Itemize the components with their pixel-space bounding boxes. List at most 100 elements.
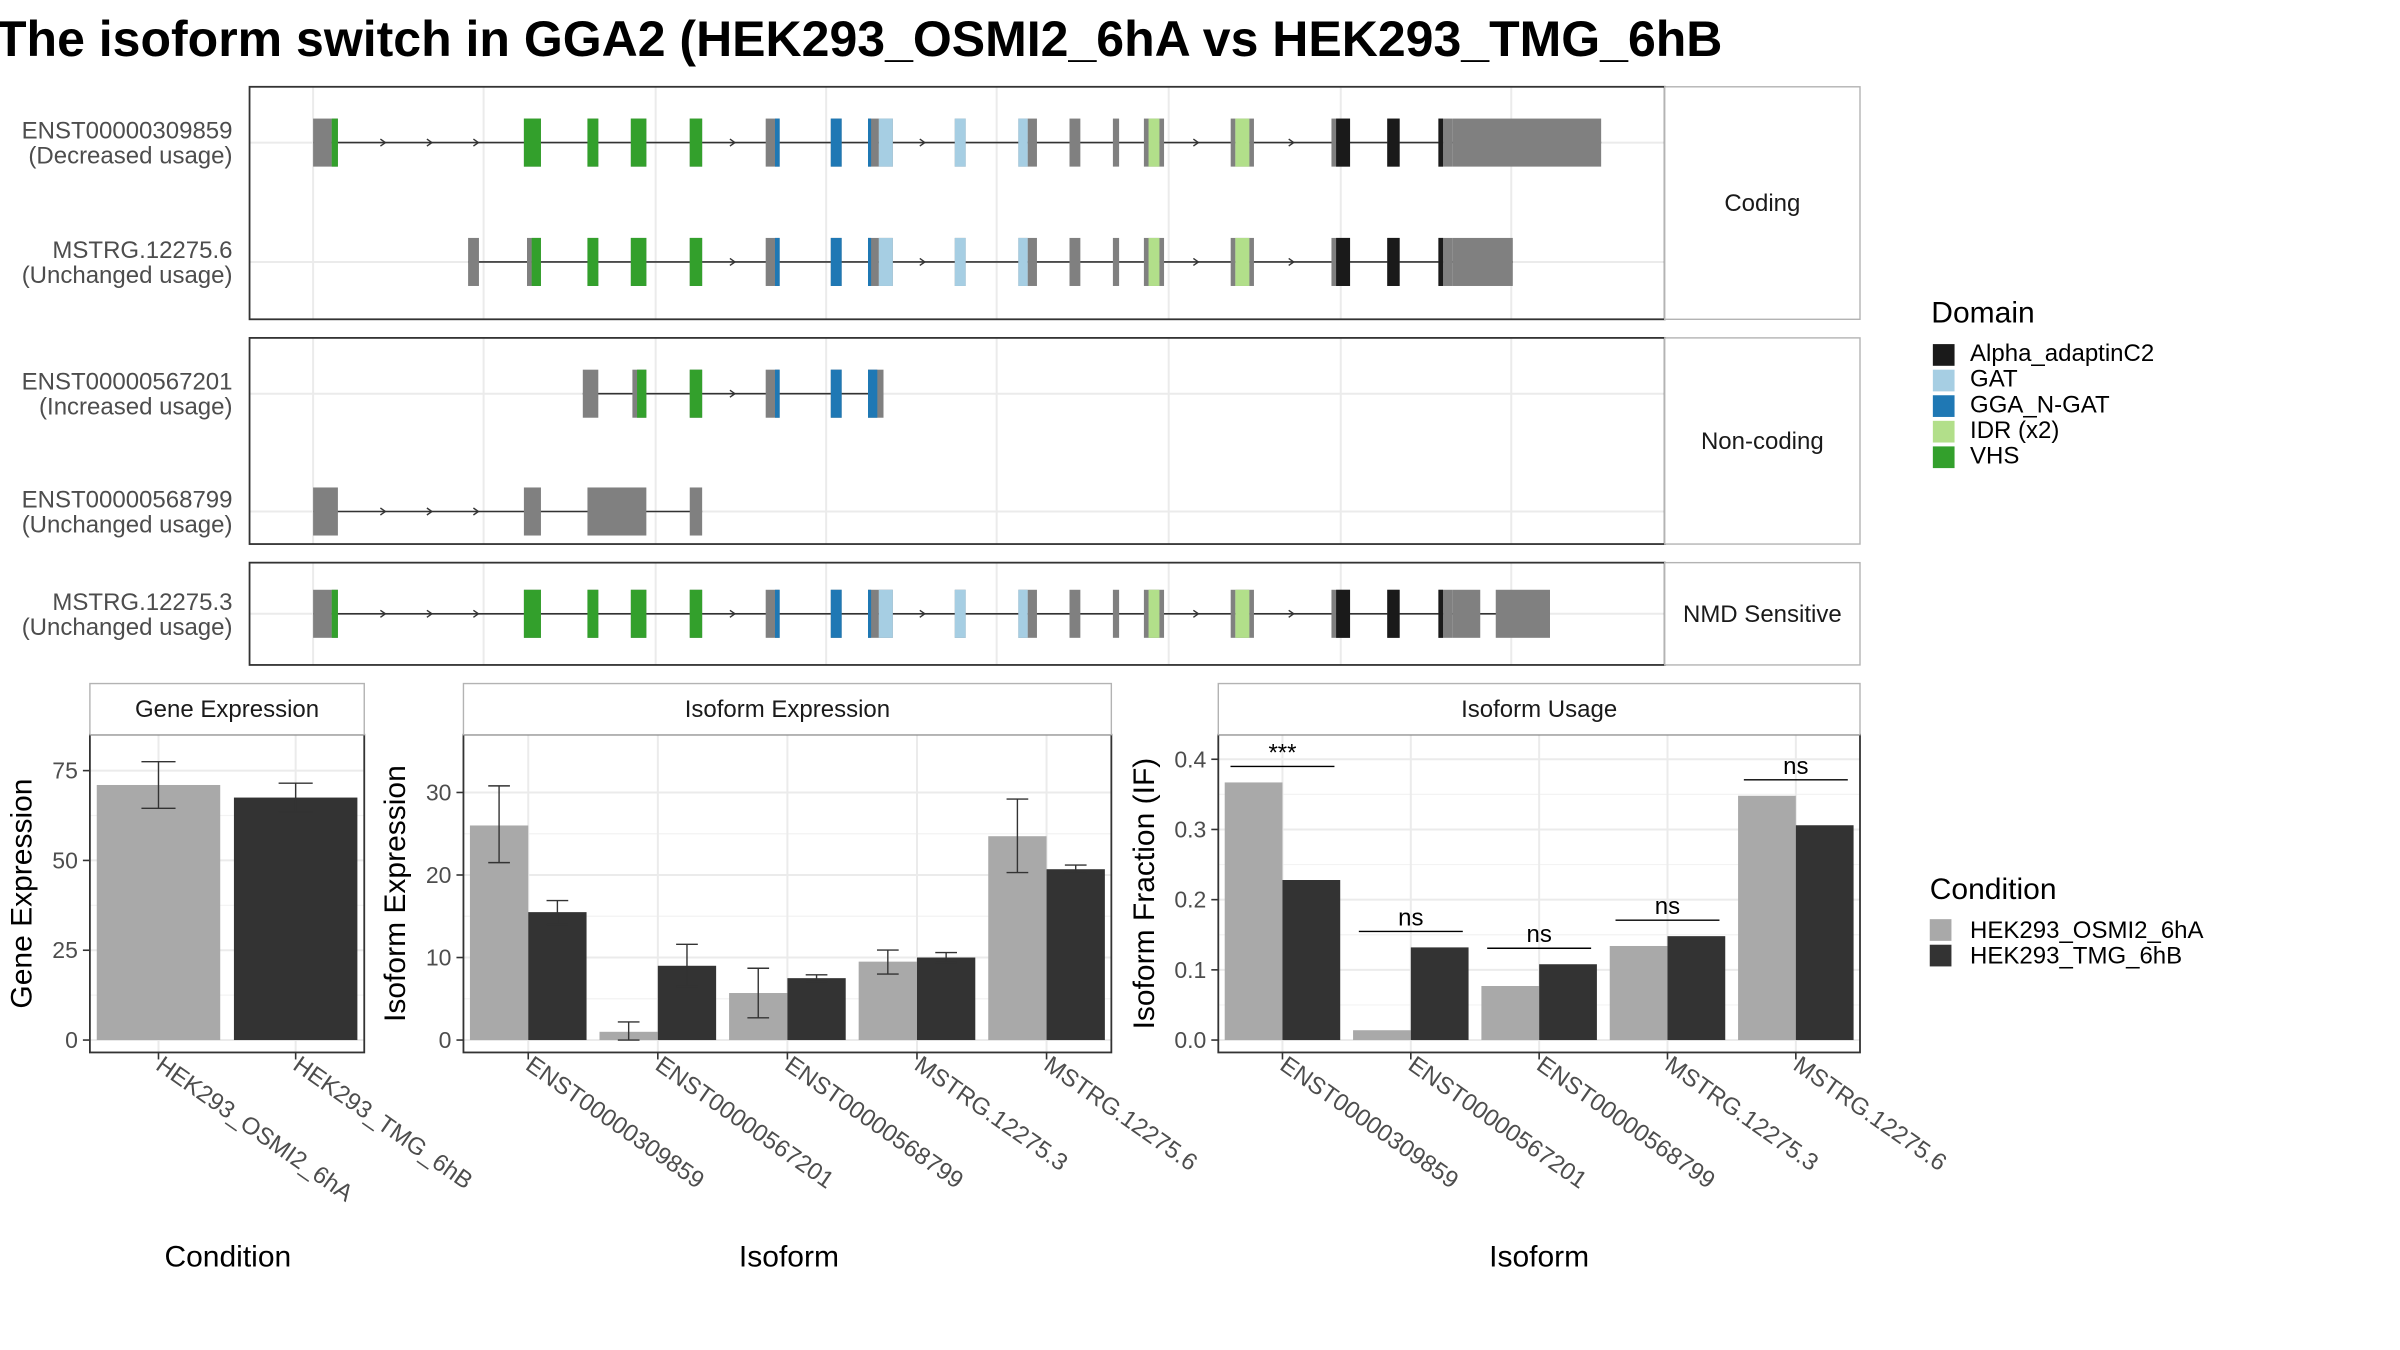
transcript-id: ENST00000568799 [22,487,233,514]
exon [868,589,879,638]
y-tick-label: 0.1 [1174,957,1206,983]
exon [1159,118,1165,167]
intron-arrow [426,507,434,516]
y-tick-label: 0.0 [1174,1027,1206,1053]
domain-gga-n-gat [775,369,780,418]
legend-key [1932,420,1955,443]
domain-alpha-adaptinc2 [1387,118,1400,167]
significance-label: ns [1526,921,1551,948]
intron-arrow [472,609,480,618]
domain-vhs [630,589,647,638]
facet-strip [1663,561,1861,666]
transcript-track: ENST00000309859(Decreased usage) [22,118,1602,170]
intron-arrow [1192,609,1200,618]
transcript-track: ENST00000567201(Increased usage) [22,369,884,421]
domain-gga-n-gat [830,369,842,418]
transcript-track: MSTRG.12275.6(Unchanged usage) [22,237,1513,289]
exon [1112,118,1120,167]
domain-gga-n-gat [830,589,842,638]
intron-arrow [729,138,737,147]
exon [1027,589,1037,638]
exon [1159,589,1165,638]
intron-arrow [729,389,737,398]
domain-idr-x2- [1235,589,1250,638]
exon [313,118,332,167]
exon [1069,589,1081,638]
intron-arrow [379,609,387,618]
domain-gat [1018,589,1028,638]
structure-panel-nmd-sensitive: MSTRG.12275.3(Unchanged usage) NMD Sensit… [22,561,1861,666]
domain-vhs [523,118,541,167]
chart-gene-expression: Gene Expression0255075HEK293_OSMI2_6hAHE… [6,682,477,1273]
significance-label: ns [1655,893,1680,920]
exon [468,237,479,286]
domain-gat [1018,118,1028,167]
legend-label: GAT [1970,366,2018,393]
exon [1143,237,1149,286]
domain-gga-n-gat [868,369,878,418]
exon [1027,118,1037,167]
domain-gat [954,237,966,286]
y-tick-label: 0.4 [1174,746,1206,772]
exon [1452,589,1481,638]
significance-label: ns [1398,904,1423,931]
domain-gat [878,237,893,286]
exon [1112,589,1120,638]
domain-gga-n-gat [868,118,872,167]
intron-arrow [472,138,480,147]
exon [1331,237,1337,286]
domain-gat [878,118,893,167]
transcript-usage: (Unchanged usage) [22,262,233,289]
exon [868,118,879,167]
x-axis-title: Condition [164,1240,291,1273]
exon [1143,118,1149,167]
exon [582,369,599,418]
domain-vhs [630,118,647,167]
y-tick-label: 20 [426,862,452,888]
exon [1495,589,1550,638]
structure-panel-border [248,336,1666,545]
domain-gga-n-gat [830,237,842,286]
structure-panel-coding: ENST00000309859(Decreased usage) MSTRG.12… [22,85,1861,321]
domain-alpha-adaptinc2 [1438,589,1444,638]
structure-plot: ENST00000309859(Decreased usage) MSTRG.12… [22,85,1861,666]
transcript-track: ENST00000568799(Unchanged usage) [22,487,703,539]
bar [1539,964,1597,1041]
y-tick-label: 30 [426,779,452,805]
exon [1230,118,1236,167]
chart-strip [1217,682,1861,736]
chart-title: Isoform Expression [685,696,890,723]
bar [1410,947,1469,1041]
facet-strip-label: NMD Sensitive [1683,601,1842,628]
facet-strip [1663,337,1861,545]
domain-vhs [689,118,703,167]
bar [1609,945,1668,1041]
transcript-usage: (Unchanged usage) [22,614,233,641]
y-axis-title: Isoform Expression [379,765,412,1022]
y-tick-label: 0 [65,1027,78,1053]
transcript-id: MSTRG.12275.6 [52,237,232,264]
chart-strip [462,682,1113,736]
bar [233,797,358,1041]
bars [96,760,358,1041]
chart-strip [89,682,365,736]
transcript-usage: (Decreased usage) [28,143,232,170]
transcript-id: ENST00000309859 [22,118,233,145]
domain-vhs [531,237,541,286]
chart-title: Isoform Usage [1461,696,1617,723]
exon [1331,118,1337,167]
domain-idr-x2- [1148,118,1160,167]
transcript-id: ENST00000567201 [22,369,233,396]
significance-label: ns [1783,753,1808,780]
domain-gat [878,589,893,638]
domain-idr-x2- [1148,237,1160,286]
intron-arrow [919,138,927,147]
bar [1224,782,1283,1041]
exon [587,487,647,536]
exon [1452,237,1513,286]
y-tick-label: 50 [52,847,78,873]
domain-idr-x2- [1235,118,1250,167]
domain-alpha-adaptinc2 [1336,237,1351,286]
legend-label: GGA_N-GAT [1970,391,2110,418]
